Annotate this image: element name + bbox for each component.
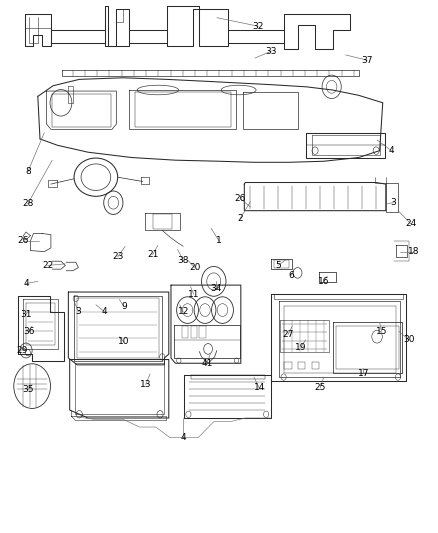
Text: 19: 19	[295, 343, 307, 352]
Text: 31: 31	[20, 310, 32, 319]
Text: 2: 2	[237, 214, 243, 223]
Text: 3: 3	[75, 307, 81, 316]
Text: 25: 25	[314, 383, 326, 392]
Text: 35: 35	[22, 385, 34, 394]
Text: 29: 29	[16, 346, 27, 355]
Text: 3: 3	[391, 198, 396, 207]
Text: 37: 37	[362, 56, 373, 64]
Text: 6: 6	[288, 271, 294, 280]
Text: 16: 16	[318, 277, 329, 286]
Text: 32: 32	[253, 22, 264, 31]
Text: 38: 38	[177, 256, 189, 264]
Text: 24: 24	[406, 220, 417, 229]
Text: 11: 11	[188, 289, 199, 298]
Text: 33: 33	[265, 47, 277, 55]
Text: 4: 4	[389, 146, 394, 155]
Text: 10: 10	[118, 337, 130, 346]
Text: 13: 13	[140, 380, 152, 389]
Text: 41: 41	[201, 359, 212, 368]
Text: 14: 14	[254, 383, 265, 392]
Text: 5: 5	[275, 261, 281, 270]
Text: 27: 27	[283, 330, 293, 339]
Text: 17: 17	[358, 369, 370, 378]
Text: 4: 4	[180, 433, 186, 442]
Text: 23: 23	[112, 253, 124, 261]
Text: 4: 4	[23, 279, 29, 288]
Text: 20: 20	[189, 263, 201, 272]
Text: 8: 8	[25, 167, 31, 176]
Text: 30: 30	[403, 335, 415, 344]
Text: 26: 26	[234, 194, 246, 203]
Text: 34: 34	[210, 284, 221, 293]
Text: 28: 28	[22, 199, 33, 208]
Text: 15: 15	[376, 327, 387, 336]
Text: 22: 22	[42, 261, 53, 270]
Text: 1: 1	[216, 237, 222, 246]
Text: 26: 26	[18, 237, 29, 246]
Text: 36: 36	[23, 327, 35, 336]
Text: 4: 4	[102, 307, 107, 316]
Text: 21: 21	[147, 251, 158, 260]
Text: 9: 9	[121, 302, 127, 311]
Text: 12: 12	[177, 307, 189, 316]
Text: 18: 18	[407, 247, 419, 256]
